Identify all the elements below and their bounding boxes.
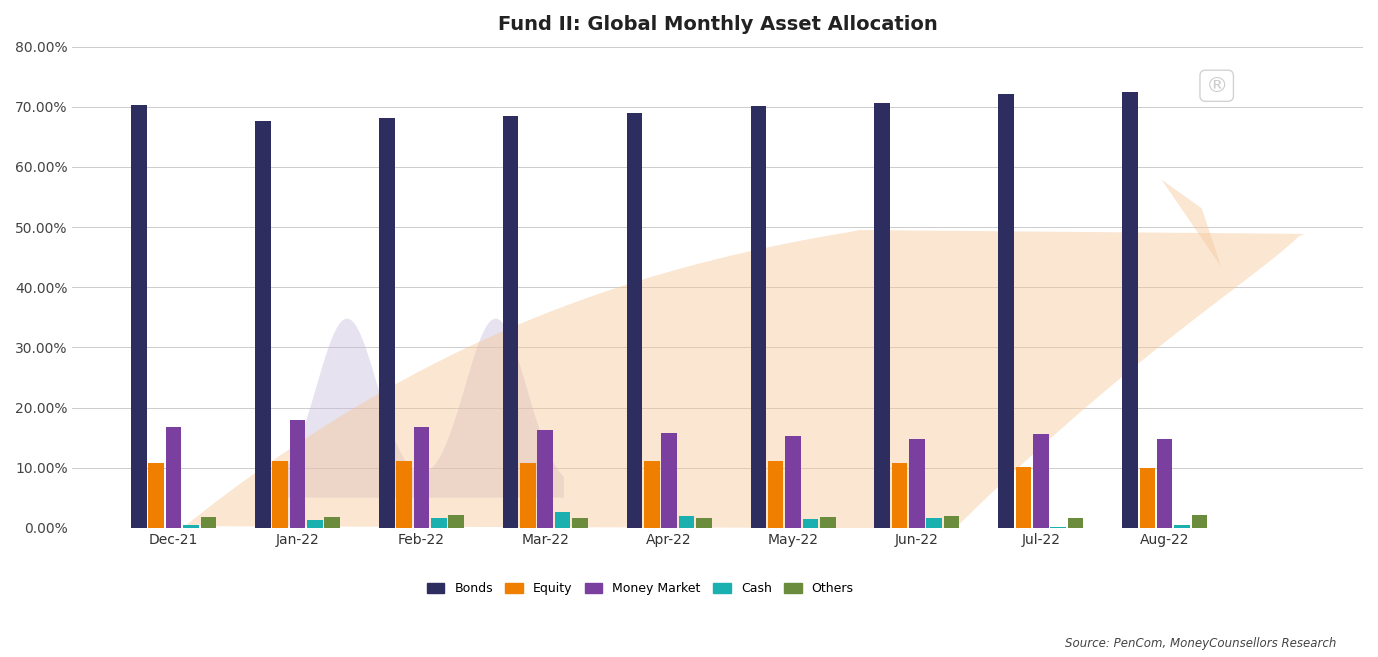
Bar [431,518,446,528]
Bar [1140,468,1155,528]
Bar [627,113,642,528]
Bar [909,439,925,528]
Bar [1174,525,1189,528]
Title: Fund II: Global Monthly Asset Allocation: Fund II: Global Monthly Asset Allocation [497,15,937,34]
Bar [273,461,288,528]
Bar [165,427,182,528]
Bar [1016,467,1031,528]
Bar [875,102,890,528]
Bar [1068,518,1083,528]
Polygon shape [1162,179,1221,266]
Bar [679,516,695,528]
Bar [1122,92,1138,528]
Polygon shape [278,319,564,498]
Bar [397,461,412,528]
Bar [413,427,429,528]
Bar [183,526,198,528]
Bar [944,516,959,528]
Bar [644,461,660,528]
Bar [149,463,164,528]
Text: ®: ® [1206,76,1228,96]
Bar [520,463,536,528]
Bar [307,520,322,528]
Bar [785,436,801,528]
Bar [324,517,340,528]
Bar [379,118,394,528]
Bar [661,434,677,528]
Bar [802,519,819,528]
Bar [503,116,518,528]
Bar [572,518,588,528]
Bar [255,121,270,528]
Bar [820,517,835,528]
Bar [201,517,216,528]
Bar [751,106,766,528]
Polygon shape [185,230,1305,528]
Bar [1192,515,1207,528]
Bar [768,461,784,528]
Bar [1050,527,1067,528]
Bar [131,105,146,528]
Text: Source: PenCom, MoneyCounsellors Research: Source: PenCom, MoneyCounsellors Researc… [1065,637,1337,650]
Bar [448,515,464,528]
Bar [537,430,553,528]
Bar [289,420,306,528]
Bar [1158,439,1173,528]
Bar [555,512,570,528]
Bar [892,463,907,528]
Bar [926,518,943,528]
Bar [998,94,1014,528]
Bar [1034,434,1049,528]
Legend: Bonds, Equity, Money Market, Cash, Others: Bonds, Equity, Money Market, Cash, Other… [422,578,858,600]
Bar [696,518,711,528]
